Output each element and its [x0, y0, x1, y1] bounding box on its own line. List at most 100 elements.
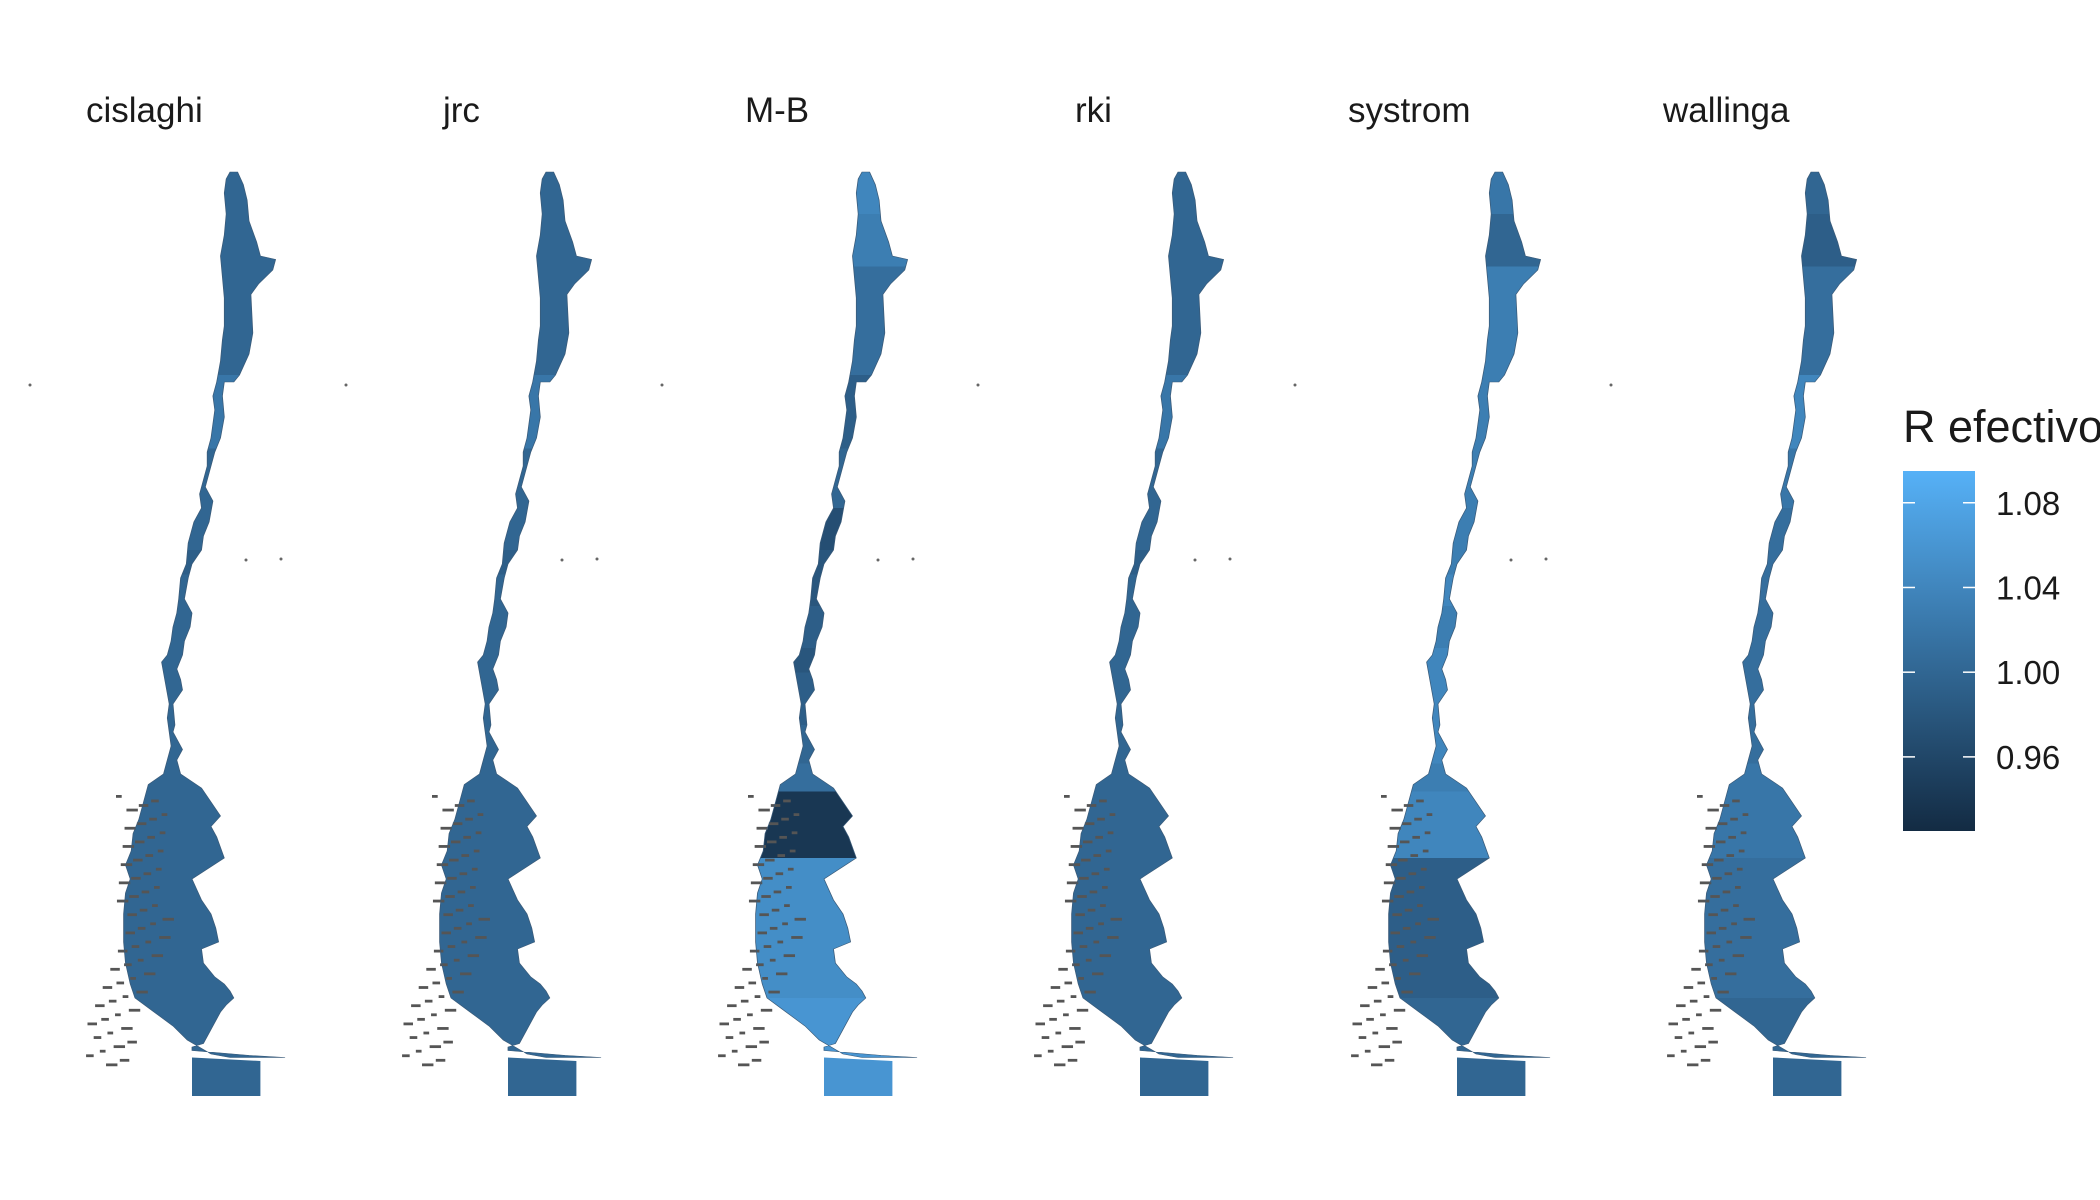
region-magallanes: [1071, 998, 1234, 1058]
region-valparaiso: [123, 508, 286, 551]
region-nuble: [755, 648, 918, 674]
region-ohiggins: [439, 574, 602, 607]
region-magallanes-block: [1457, 1057, 1526, 1096]
region-maule: [1704, 606, 1867, 649]
region-araucania: [1388, 725, 1551, 765]
region-atacama: [755, 375, 918, 450]
region-antofagasta: [755, 266, 918, 376]
panel-title: rki: [1075, 91, 1112, 130]
country-map: [1034, 171, 1234, 1096]
region-coquimbo: [755, 448, 918, 509]
region-biobio: [1388, 672, 1551, 726]
offshore-island: [911, 557, 915, 561]
offshore-island: [560, 558, 564, 562]
region-los-lagos: [123, 791, 286, 859]
region-biobio: [439, 672, 602, 726]
region-magallanes: [439, 998, 602, 1058]
offshore-island: [1509, 558, 1513, 562]
region-metropolitana: [123, 550, 286, 576]
colorbar-tick-label: 0.96: [1996, 739, 2060, 776]
offshore-island: [876, 558, 880, 562]
southern-islands: [1667, 795, 1755, 1067]
offshore-island: [595, 557, 599, 561]
region-biobio: [1704, 672, 1867, 726]
region-biobio: [123, 672, 286, 726]
region-magallanes-block: [192, 1057, 261, 1096]
region-arica-parinacota: [1388, 172, 1551, 215]
region-magallanes-block: [1773, 1057, 1842, 1096]
region-valparaiso: [755, 508, 918, 551]
region-nuble: [1071, 648, 1234, 674]
region-biobio: [755, 672, 918, 726]
country-map: [1351, 171, 1551, 1096]
offshore-island: [344, 383, 348, 387]
region-magallanes-block: [1140, 1057, 1209, 1096]
country-map: [86, 171, 286, 1096]
region-ohiggins: [1704, 574, 1867, 607]
country-map: [402, 171, 602, 1096]
region-coquimbo: [1071, 448, 1234, 509]
colorbar-tick-label: 1.08: [1996, 485, 2060, 522]
country-outline: [1704, 171, 1867, 1058]
region-ohiggins: [1388, 574, 1551, 607]
offshore-island: [976, 383, 980, 387]
panel-title: cislaghi: [86, 91, 203, 130]
country-outline: [755, 171, 918, 1058]
southern-islands: [86, 795, 174, 1067]
region-coquimbo: [123, 448, 286, 509]
offshore-island: [1544, 557, 1548, 561]
legend-title: R efectivo: [1903, 401, 2100, 452]
region-ohiggins: [755, 574, 918, 607]
region-antofagasta: [1704, 266, 1867, 376]
country-outline: [1388, 171, 1551, 1058]
region-magallanes-block: [824, 1057, 893, 1096]
southern-islands: [402, 795, 490, 1067]
panel-title: M-B: [745, 91, 809, 130]
map-panel-wallinga: wallinga: [1509, 91, 1867, 1096]
region-magallanes: [1388, 998, 1551, 1058]
region-maule: [1071, 606, 1234, 649]
colorbar-ticks: 1.08 1.04 1.00 0.96: [1903, 485, 2060, 776]
region-valparaiso: [439, 508, 602, 551]
offshore-island: [1193, 558, 1197, 562]
southern-islands: [1351, 795, 1439, 1067]
region-nuble: [1704, 648, 1867, 674]
region-los-lagos: [1071, 791, 1234, 859]
region-magallanes: [123, 998, 286, 1058]
region-los-lagos: [1704, 791, 1867, 859]
region-magallanes: [1704, 998, 1867, 1058]
region-nuble: [123, 648, 286, 674]
colorbar-legend: R efectivo 1.08 1.04 1.00 0.96: [1903, 401, 2100, 831]
region-maule: [755, 606, 918, 649]
region-metropolitana: [1388, 550, 1551, 576]
map-panel-jrc: jrc: [244, 91, 602, 1096]
region-antofagasta: [439, 266, 602, 376]
region-ohiggins: [1071, 574, 1234, 607]
region-araucania: [439, 725, 602, 765]
region-arica-parinacota: [1071, 172, 1234, 215]
region-maule: [439, 606, 602, 649]
region-metropolitana: [439, 550, 602, 576]
map-panel-rki: rki: [876, 91, 1234, 1096]
southern-islands: [1034, 795, 1122, 1067]
region-valparaiso: [1071, 508, 1234, 551]
region-coquimbo: [1388, 448, 1551, 509]
offshore-island: [28, 383, 32, 387]
region-aysen: [755, 858, 918, 999]
region-ohiggins: [123, 574, 286, 607]
region-atacama: [1704, 375, 1867, 450]
region-valparaiso: [1704, 508, 1867, 551]
region-los-lagos: [755, 791, 918, 859]
region-magallanes-block: [508, 1057, 577, 1096]
region-maule: [1388, 606, 1551, 649]
offshore-island: [279, 557, 283, 561]
offshore-island: [660, 383, 664, 387]
region-antofagasta: [1071, 266, 1234, 376]
region-metropolitana: [755, 550, 918, 576]
region-aysen: [1071, 858, 1234, 999]
region-coquimbo: [439, 448, 602, 509]
map-panel-cislaghi: cislaghi: [28, 91, 286, 1096]
region-aysen: [1388, 858, 1551, 999]
country-map: [1667, 171, 1867, 1096]
